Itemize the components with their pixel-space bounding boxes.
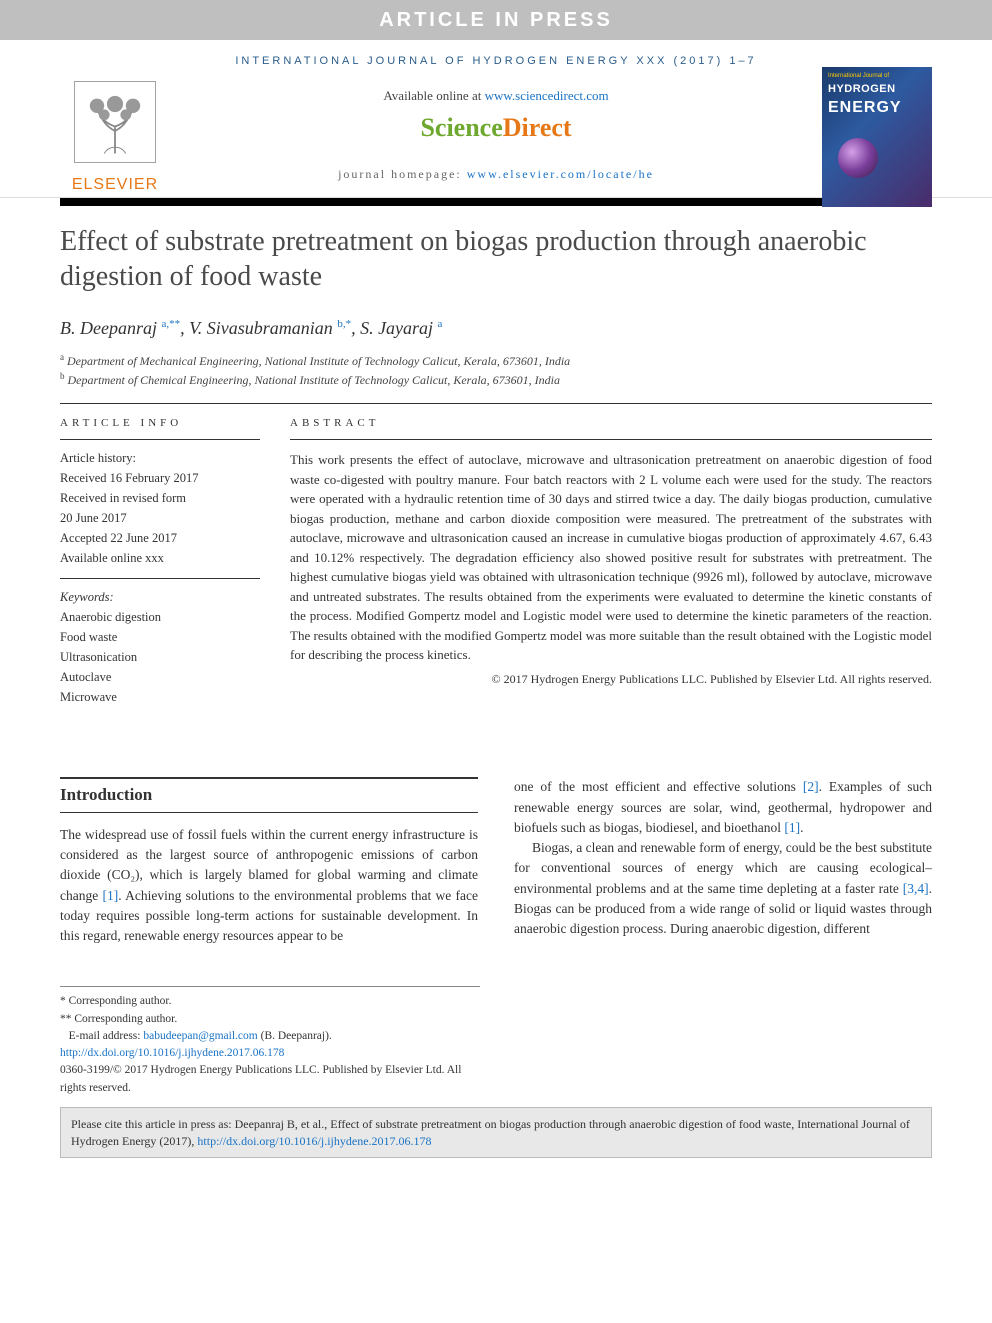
introduction-heading: Introduction (60, 777, 478, 813)
abstract-column: ABSTRACT This work presents the effect o… (290, 404, 932, 717)
article-info-heading: ARTICLE INFO (60, 404, 260, 439)
elsevier-wordmark: ELSEVIER (60, 174, 170, 196)
corresponding-author-2: ** Corresponding author. (60, 1011, 480, 1028)
cover-energy: ENERGY (828, 97, 926, 119)
author-email-link[interactable]: babudeepan@gmail.com (143, 1030, 257, 1042)
sciencedirect-logo: ScienceDirect (210, 110, 782, 146)
sciencedirect-science: Science (420, 113, 502, 142)
email-line: E-mail address: babudeepan@gmail.com (B.… (60, 1028, 480, 1045)
sciencedirect-link[interactable]: www.sciencedirect.com (485, 88, 609, 103)
doi-link[interactable]: http://dx.doi.org/10.1016/j.ijhydene.201… (60, 1047, 284, 1059)
intro-paragraph-1-cont: one of the most efficient and effective … (514, 777, 932, 838)
email-label: E-mail address: (69, 1030, 144, 1042)
intro-paragraph-1: The widespread use of fossil fuels withi… (60, 825, 478, 947)
elsevier-tree-icon (70, 77, 160, 167)
intro-paragraph-2: Biogas, a clean and renewable form of en… (514, 838, 932, 939)
cover-orb-graphic (838, 138, 878, 178)
article-info-column: ARTICLE INFO Article history:Received 16… (60, 404, 290, 717)
corresponding-author-1: * Corresponding author. (60, 993, 480, 1010)
keywords-block: Keywords:Anaerobic digestionFood wasteUl… (60, 578, 260, 717)
ref-link[interactable]: [1] (103, 888, 119, 903)
homepage-link[interactable]: www.elsevier.com/locate/he (467, 167, 654, 181)
ref-link[interactable]: [1] (784, 820, 800, 835)
cover-top-line: International Journal of (828, 73, 926, 80)
elsevier-logo: ELSEVIER (60, 77, 170, 196)
author-list: B. Deepanraj a,**, V. Sivasubramanian b,… (60, 316, 932, 341)
homepage-label: journal homepage: (338, 167, 467, 181)
title-separator-bar (60, 198, 932, 206)
journal-cover-thumbnail: International Journal of HYDROGEN ENERGY (822, 67, 932, 207)
sciencedirect-direct: Direct (503, 113, 572, 142)
body-column-right: one of the most efficient and effective … (514, 777, 932, 946)
cover-hydrogen: HYDROGEN (828, 82, 926, 97)
available-online-text: Available online at www.sciencedirect.co… (210, 87, 782, 105)
email-author-name: (B. Deepanraj). (258, 1030, 332, 1042)
abstract-text: This work presents the effect of autocla… (290, 439, 932, 665)
citation-box: Please cite this article in press as: De… (60, 1107, 932, 1159)
journal-homepage: journal homepage: www.elsevier.com/locat… (210, 166, 782, 183)
body-column-left: Introduction The widespread use of fossi… (60, 777, 478, 946)
ref-link[interactable]: [2] (803, 779, 819, 794)
footnotes: * Corresponding author. ** Corresponding… (60, 986, 480, 1097)
issn-copyright: 0360-3199/© 2017 Hydrogen Energy Publica… (60, 1062, 480, 1097)
article-in-press-banner: ARTICLE IN PRESS (0, 0, 992, 40)
abstract-heading: ABSTRACT (290, 404, 932, 439)
abstract-copyright: © 2017 Hydrogen Energy Publications LLC.… (290, 671, 932, 688)
affiliations: a Department of Mechanical Engineering, … (60, 351, 932, 389)
body-text-columns: Introduction The widespread use of fossi… (60, 777, 932, 946)
ref-link[interactable]: [3,4] (903, 881, 929, 896)
available-label: Available online at (383, 88, 484, 103)
citation-doi-link[interactable]: http://dx.doi.org/10.1016/j.ijhydene.201… (197, 1134, 431, 1148)
article-title: Effect of substrate pretreatment on biog… (60, 224, 932, 294)
journal-header: ELSEVIER Available online at www.science… (0, 77, 992, 197)
article-history-block: Article history:Received 16 February 201… (60, 439, 260, 578)
